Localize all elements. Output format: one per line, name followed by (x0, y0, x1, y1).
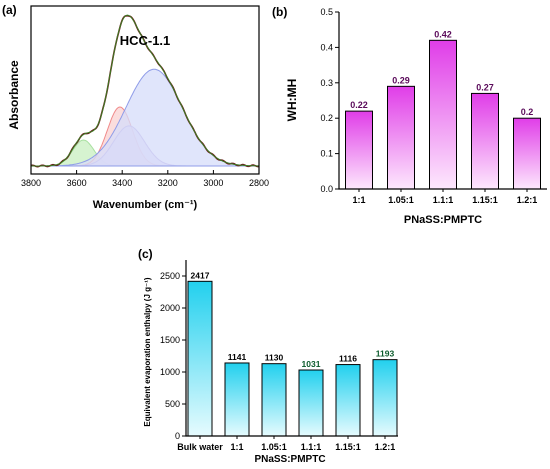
c-bar-value-label: 1130 (265, 353, 284, 363)
c-x-axis-ticks: Bulk water 1:1 1.05:1 1.1:1 1.15:1 1.2:1 (177, 436, 395, 452)
b-y-tick-label: 0.5 (320, 7, 333, 17)
c-bar-value-label: 1193 (376, 349, 395, 359)
c-x-tick-label: 1.05:1 (261, 442, 287, 452)
c-y-axis-label: Equivalent evaporation enthalpy (J g⁻¹) (143, 277, 152, 426)
a-y-axis-label: Absorbance (7, 60, 21, 130)
c-x-tick-label: Bulk water (177, 442, 223, 452)
a-fit-envelope (31, 14, 259, 167)
c-bars: 2417 1141 1130 1031 1116 1193 (187, 270, 398, 437)
b-x-tick-label: 1.15:1 (472, 195, 498, 205)
a-title: HCC-1.1 (120, 33, 171, 48)
panel-a-spectrum: (a) 3800 3600 3400 3200 3000 2800 HCC-1.1 Wav… (2, 3, 269, 211)
c-x-tick-label: 1.2:1 (375, 442, 396, 452)
b-bar (513, 117, 541, 190)
a-x-axis-ticks: 3800 3600 3400 3200 3000 2800 (21, 170, 269, 188)
a-x-tick-label: 2800 (249, 178, 269, 188)
b-bar (429, 39, 457, 190)
c-bar (335, 364, 361, 437)
c-bar-value-label: 1116 (339, 354, 357, 364)
a-fitted-peak-4 (31, 68, 260, 167)
panel-b-bar-chart: (b) 0.220.290.420.270.2 0.00.10.20.30.40… (272, 5, 547, 226)
b-y-tick-label: 0.4 (320, 42, 333, 52)
c-y-axis-ticks: 0 500 1000 1500 2000 2500 (160, 271, 186, 441)
c-x-tick-label: 1.1:1 (301, 442, 322, 452)
c-bar (224, 362, 250, 437)
panel-c-bar-chart: (c) 2417 1141 1130 1031 1116 1193 0 500 1000 150… (138, 247, 398, 465)
c-bar-value-label: 1141 (228, 352, 247, 362)
c-y-tick-label: 1500 (160, 335, 180, 345)
c-bar (298, 369, 324, 437)
b-bars: 0.22 0.29 0.42 0.27 0.2 (345, 29, 541, 190)
b-bar (471, 92, 499, 190)
b-y-tick-label: 0.3 (320, 78, 333, 88)
c-axes (185, 260, 398, 437)
b-bar-value-label: 0.42 (434, 29, 452, 39)
c-x-axis-label: PNaSS:PMPTC (254, 454, 325, 465)
a-x-axis-label: Wavenumber (cm⁻¹) (93, 199, 198, 211)
a-x-tick-label: 3800 (21, 178, 41, 188)
b-bar-value-label: 0.2 (521, 107, 534, 117)
b-x-tick-label: 1.1:1 (433, 195, 454, 205)
b-bar-value-label: 0.27 (476, 82, 494, 92)
a-x-tick-label: 3000 (203, 178, 223, 188)
c-bar-value-label: 2417 (191, 270, 210, 280)
a-fitted-peaks (31, 68, 260, 167)
b-y-axis-ticks: 0.0 0.1 0.2 0.3 0.4 0.5 (320, 7, 339, 194)
c-bar (261, 363, 287, 437)
a-x-tick-label: 3400 (112, 178, 132, 188)
b-x-tick-label: 1.05:1 (388, 195, 414, 205)
b-bar-value-label: 0.22 (350, 100, 368, 110)
c-y-tick-label: 500 (165, 399, 180, 409)
b-x-axis-ticks: 1:1 1.05:1 1.1:1 1.15:1 1.2:1 (352, 189, 537, 205)
c-y-tick-label: 2500 (160, 271, 180, 281)
c-bar (187, 280, 213, 437)
b-y-tick-label: 0.0 (320, 184, 333, 194)
c-bar (372, 359, 398, 437)
b-bar (345, 110, 373, 190)
a-envelopes (30, 14, 260, 168)
b-x-tick-label: 1.2:1 (517, 195, 538, 205)
c-y-tick-label: 0 (175, 431, 180, 441)
b-y-tick-label: 0.2 (320, 113, 333, 123)
b-y-tick-label: 0.1 (320, 149, 333, 159)
panel-c-letter: (c) (138, 247, 153, 261)
a-plot-frame (30, 5, 260, 175)
c-y-tick-label: 2000 (160, 303, 180, 313)
b-x-tick-label: 1:1 (352, 195, 365, 205)
a-x-tick-label: 3200 (158, 178, 178, 188)
b-bar-value-label: 0.29 (392, 75, 410, 85)
c-x-tick-label: 1:1 (230, 442, 243, 452)
panel-a-letter: (a) (2, 3, 17, 17)
c-bar-value-label: 1031 (302, 359, 321, 369)
panel-b-letter: (b) (272, 5, 287, 19)
c-y-tick-label: 1000 (160, 367, 180, 377)
c-x-tick-label: 1.15:1 (335, 442, 361, 452)
b-x-axis-label: PNaSS:PMPTC (404, 214, 482, 226)
b-bar (387, 85, 415, 190)
b-y-axis-label: WH:MH (285, 79, 299, 122)
a-x-tick-label: 3600 (67, 178, 87, 188)
